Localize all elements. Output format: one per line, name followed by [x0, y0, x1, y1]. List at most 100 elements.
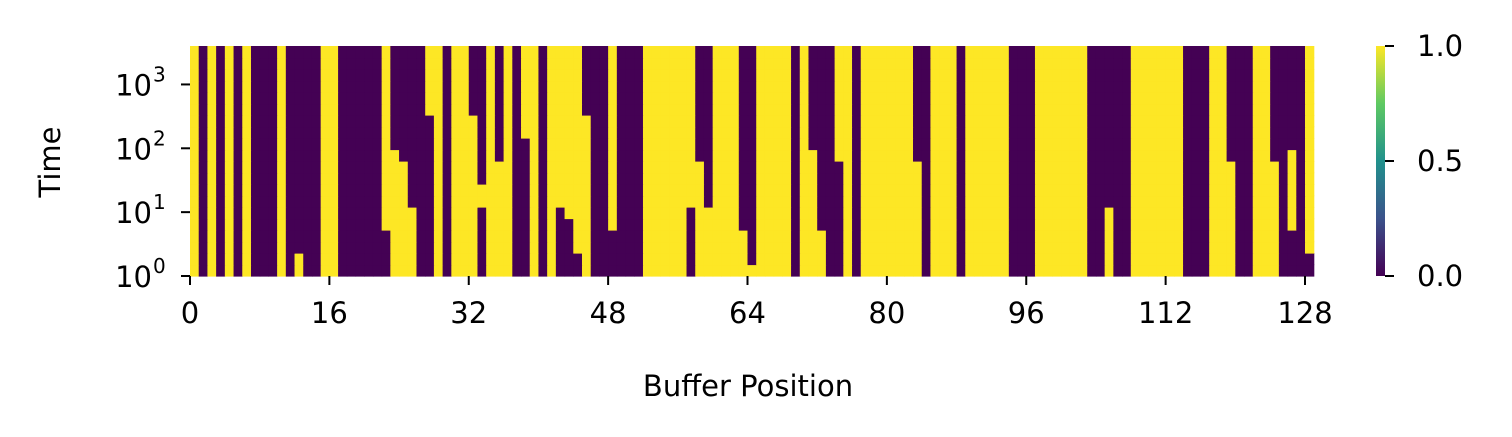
- heatmap-cell: [791, 57, 801, 70]
- heatmap-cell: [1200, 264, 1210, 277]
- heatmap-cell: [860, 172, 871, 185]
- heatmap-cell: [1226, 195, 1236, 208]
- heatmap-cell: [1104, 207, 1114, 220]
- heatmap-cell: [860, 253, 871, 266]
- heatmap-cell: [494, 126, 505, 139]
- heatmap-cell: [642, 149, 653, 162]
- heatmap-cell: [1305, 80, 1315, 93]
- heatmap-cell: [1278, 138, 1289, 151]
- heatmap-cell: [1235, 138, 1245, 151]
- heatmap-cell: [399, 103, 409, 116]
- heatmap-cell: [329, 92, 339, 105]
- heatmap-cell: [1217, 92, 1228, 105]
- heatmap-cell: [1122, 218, 1132, 231]
- heatmap-cell: [921, 69, 932, 82]
- heatmap-cell: [616, 184, 627, 197]
- heatmap-cell: [1270, 195, 1280, 208]
- heatmap-cell: [782, 207, 792, 220]
- heatmap-cell: [886, 241, 897, 254]
- heatmap-cell: [573, 218, 583, 231]
- heatmap-cell: [1217, 184, 1228, 197]
- heatmap-cell: [817, 195, 827, 208]
- heatmap-cell: [268, 126, 278, 139]
- heatmap-cell: [355, 46, 365, 59]
- heatmap-cell: [372, 46, 383, 59]
- heatmap-cell: [1209, 230, 1219, 243]
- heatmap-cell: [1034, 264, 1045, 277]
- heatmap-cell: [669, 115, 679, 128]
- heatmap-cell: [477, 195, 487, 208]
- heatmap-cell: [913, 195, 923, 208]
- heatmap-cell: [503, 115, 513, 128]
- heatmap-cell: [1261, 80, 1271, 93]
- heatmap-cell: [782, 115, 792, 128]
- heatmap-cell: [1235, 103, 1245, 116]
- heatmap-cell: [433, 184, 444, 197]
- heatmap-cell: [1174, 241, 1184, 254]
- colorbar-tick-label: 0.5: [1417, 144, 1463, 178]
- heatmap-cell: [390, 207, 400, 220]
- heatmap-cell: [634, 138, 644, 151]
- heatmap-cell: [529, 103, 540, 116]
- heatmap-cell: [1287, 230, 1297, 243]
- heatmap-cell: [991, 184, 1001, 197]
- heatmap-cell: [259, 138, 269, 151]
- heatmap-cell: [730, 149, 740, 162]
- heatmap-cell: [973, 80, 984, 93]
- heatmap-cell: [1148, 69, 1158, 82]
- heatmap-cell: [303, 264, 313, 277]
- heatmap-cell: [538, 218, 548, 231]
- heatmap-cell: [503, 69, 513, 82]
- heatmap-cell: [399, 46, 409, 59]
- heatmap-cell: [721, 253, 731, 266]
- heatmap-cell: [277, 161, 287, 174]
- heatmap-cell: [738, 103, 749, 116]
- heatmap-cell: [695, 115, 705, 128]
- heatmap-cell: [1191, 126, 1202, 139]
- heatmap-cell: [808, 103, 818, 116]
- heatmap-cell: [259, 57, 269, 70]
- heatmap-cell: [1078, 241, 1088, 254]
- heatmap-cell: [529, 207, 540, 220]
- heatmap-cell: [791, 241, 801, 254]
- heatmap-cell: [294, 103, 304, 116]
- heatmap-cell: [590, 92, 601, 105]
- heatmap-cell: [538, 161, 548, 174]
- heatmap-cell: [1191, 115, 1202, 128]
- heatmap-cell: [277, 46, 287, 59]
- heatmap-cell: [460, 138, 470, 151]
- heatmap-cell: [372, 115, 383, 128]
- heatmap-cell: [1244, 138, 1254, 151]
- heatmap-cell: [355, 69, 365, 82]
- heatmap-cell: [198, 46, 209, 59]
- heatmap-cell: [1017, 172, 1027, 185]
- heatmap-cell: [817, 80, 827, 93]
- heatmap-cell: [285, 264, 296, 277]
- heatmap-cell: [521, 161, 531, 174]
- heatmap-cell: [956, 241, 966, 254]
- heatmap-cell: [381, 57, 391, 70]
- heatmap-cell: [956, 195, 966, 208]
- heatmap-cell: [756, 46, 766, 59]
- heatmap-cell: [547, 57, 557, 70]
- heatmap-cell: [669, 80, 679, 93]
- heatmap-cell: [477, 184, 487, 197]
- heatmap-cell: [329, 207, 339, 220]
- heatmap-cell: [294, 218, 304, 231]
- heatmap-cell: [1017, 46, 1027, 59]
- heatmap-cell: [581, 195, 592, 208]
- heatmap-cell: [904, 57, 914, 70]
- heatmap-cell: [616, 115, 627, 128]
- heatmap-cell: [207, 172, 217, 185]
- heatmap-cell: [1156, 184, 1167, 197]
- heatmap-cell: [1165, 241, 1175, 254]
- heatmap-cell: [407, 69, 418, 82]
- heatmap-cell: [747, 92, 757, 105]
- heatmap-cell: [468, 149, 479, 162]
- heatmap-cell: [747, 264, 757, 277]
- heatmap-cell: [1000, 92, 1010, 105]
- heatmap-cell: [616, 195, 627, 208]
- heatmap-cell: [834, 253, 844, 266]
- heatmap-cell: [651, 172, 661, 185]
- heatmap-cell: [860, 57, 871, 70]
